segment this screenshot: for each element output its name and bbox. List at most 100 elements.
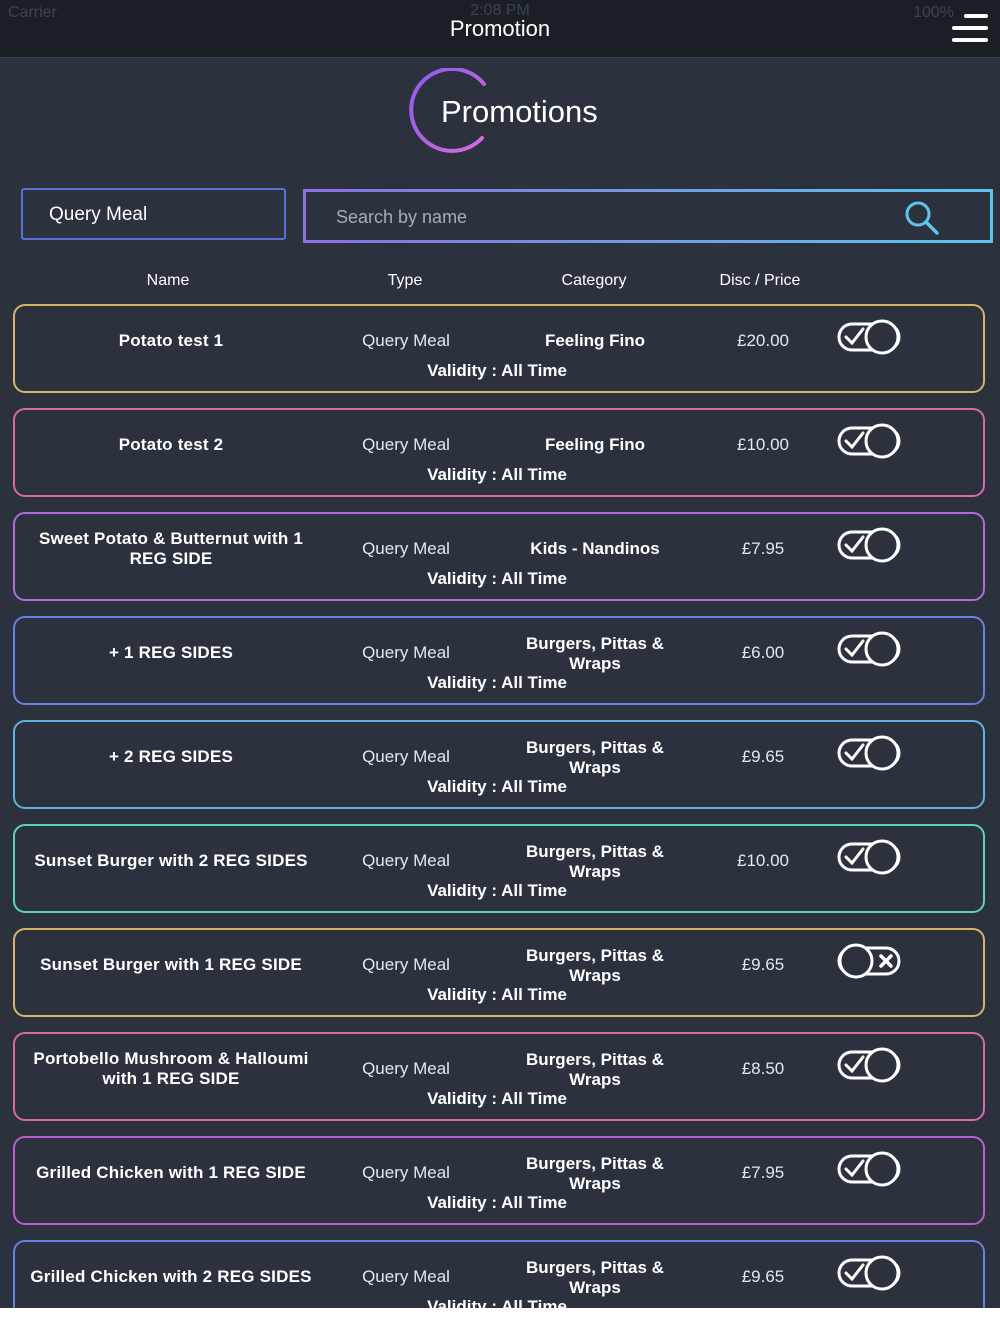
promotion-type: Query Meal (362, 435, 450, 454)
promotion-category-line: Wraps (569, 1070, 621, 1089)
nav-title: Promotion (449, 16, 551, 41)
promotion-category-line: Wraps (569, 862, 621, 881)
hamburger-menu-icon[interactable] (952, 14, 988, 44)
status-carrier: Carrier (8, 4, 57, 21)
toggle-on-icon[interactable] (837, 1151, 901, 1187)
search-icon[interactable] (904, 200, 940, 236)
promotion-name-line: + 2 REG SIDES (108, 747, 233, 766)
page-title: Promotions (441, 94, 598, 129)
promotion-name: Potato test 1 (19, 331, 323, 351)
promotion-category-line: Wraps (569, 758, 621, 777)
promotion-name-line: Grilled Chicken with 1 REG SIDE (36, 1163, 306, 1182)
promotion-category-line: Burgers, Pittas & (526, 946, 664, 965)
promotion-name: Potato test 2 (19, 435, 323, 455)
promotion-type: Query Meal (362, 1163, 450, 1182)
promotion-category: Burgers, Pittas & Wraps (495, 842, 695, 882)
promotion-row[interactable]: Grilled Chicken with 2 REG SIDES Query Me… (13, 1240, 985, 1308)
promotion-category: Kids - Nandinos (495, 539, 695, 559)
promotion-name-line: Sweet Potato & Butternut with 1 (38, 529, 304, 548)
promotion-validity: Validity : All Time (427, 1089, 567, 1108)
promotion-category: Feeling Fino (495, 435, 695, 455)
promotion-validity: Validity : All Time (427, 881, 567, 900)
promotion-category-line: Burgers, Pittas & (526, 634, 664, 653)
promotion-category-line: Burgers, Pittas & (526, 1050, 664, 1069)
toggle-on-icon[interactable] (837, 735, 901, 771)
promotion-price: £7.95 (741, 1163, 785, 1182)
type-filter-select[interactable]: Query Meal (21, 188, 286, 240)
promotion-validity: Validity : All Time (427, 361, 567, 380)
promotion-category-line: Burgers, Pittas & (526, 842, 664, 861)
promotion-validity: Validity : All Time (427, 673, 567, 692)
promotion-row[interactable]: Sunset Burger with 1 REG SIDE Query Meal B… (13, 928, 985, 1017)
promotion-type: Query Meal (362, 1267, 450, 1286)
promotion-category-line: Wraps (569, 1278, 621, 1297)
promotion-row[interactable]: Sunset Burger with 2 REG SIDES Query Meal… (13, 824, 985, 913)
promotion-row[interactable]: Sweet Potato & Butternut with 1 REG SIDE Q… (13, 512, 985, 601)
column-header-type: Type (387, 272, 423, 289)
status-battery: 100% (913, 4, 954, 21)
search-input[interactable] (334, 192, 898, 242)
promotion-category-line: Burgers, Pittas & (526, 1154, 664, 1173)
column-header-category: Category (561, 272, 627, 289)
toggle-on-icon[interactable] (837, 1047, 901, 1083)
promotion-category-line: Kids - Nandinos (530, 539, 660, 558)
bottom-strip (0, 1308, 1000, 1334)
status-time: 2:08 PM (470, 2, 530, 19)
promotion-price: £9.65 (741, 1267, 785, 1286)
promotion-name: Grilled Chicken with 1 REG SIDE (19, 1163, 323, 1183)
promotion-category-line: Feeling Fino (544, 331, 646, 350)
promotion-name-line: REG SIDE (129, 549, 213, 568)
promotion-price: £8.50 (741, 1059, 785, 1078)
promotion-category: Burgers, Pittas & Wraps (495, 1050, 695, 1090)
column-header-disc-price: Disc / Price (719, 272, 801, 289)
promotion-name-line: Sunset Burger with 2 REG SIDES (34, 851, 308, 870)
promotion-validity: Validity : All Time (427, 1297, 567, 1308)
toggle-on-icon[interactable] (837, 1255, 901, 1291)
promotion-name: Sunset Burger with 1 REG SIDE (19, 955, 323, 975)
promotion-name: Sweet Potato & Butternut with 1 REG SIDE (19, 529, 323, 569)
promotion-name-line: Potato test 1 (118, 331, 224, 350)
navbar: Carrier 2:08 PM 100% Promotion (0, 0, 1000, 58)
promotion-price: £9.65 (741, 955, 785, 974)
promotion-type: Query Meal (362, 539, 450, 558)
toggle-on-icon[interactable] (837, 319, 901, 355)
promotion-name: Sunset Burger with 2 REG SIDES (19, 851, 323, 871)
promotion-name-line: with 1 REG SIDE (102, 1069, 240, 1088)
promotions-logo-ring-icon (409, 68, 486, 153)
promotion-row[interactable]: Potato test 2 Query Meal Feeling Fino £10.0… (13, 408, 985, 497)
promotion-row[interactable]: + 2 REG SIDES Query Meal Burgers, Pittas &… (13, 720, 985, 809)
promotion-price: £10.00 (737, 851, 789, 870)
promotion-category: Burgers, Pittas & Wraps (495, 1154, 695, 1194)
promotion-price: £20.00 (737, 331, 789, 350)
promotion-type: Query Meal (362, 955, 450, 974)
promotion-type: Query Meal (362, 1059, 450, 1078)
toggle-on-icon[interactable] (837, 631, 901, 667)
promotion-name-line: + 1 REG SIDES (108, 643, 233, 662)
promotion-row[interactable]: Grilled Chicken with 1 REG SIDE Query Mea… (13, 1136, 985, 1225)
search-box (303, 189, 993, 243)
promotion-price: £9.65 (741, 747, 785, 766)
promotion-category-line: Burgers, Pittas & (526, 1258, 664, 1277)
promotion-price: £6.00 (741, 643, 785, 662)
promotion-name-line: Grilled Chicken with 2 REG SIDES (30, 1267, 312, 1286)
promotion-row[interactable]: Potato test 1 Query Meal Feeling Fino £20.0… (13, 304, 985, 393)
promotion-category: Burgers, Pittas & Wraps (495, 634, 695, 674)
promotion-row[interactable]: Portobello Mushroom & Halloumi with 1 REG… (13, 1032, 985, 1121)
promotion-category: Burgers, Pittas & Wraps (495, 738, 695, 778)
toggle-on-icon[interactable] (837, 527, 901, 563)
promotion-row[interactable]: + 1 REG SIDES Query Meal Burgers, Pittas &… (13, 616, 985, 705)
promotion-type: Query Meal (362, 747, 450, 766)
promotion-name: + 1 REG SIDES (19, 643, 323, 663)
toggle-off-icon[interactable] (837, 943, 901, 979)
toggle-on-icon[interactable] (837, 423, 901, 459)
promotion-type: Query Meal (362, 851, 450, 870)
toggle-on-icon[interactable] (837, 839, 901, 875)
promotion-category-line: Burgers, Pittas & (526, 738, 664, 757)
promotion-validity: Validity : All Time (427, 985, 567, 1004)
promotion-category-line: Wraps (569, 966, 621, 985)
promotion-price: £10.00 (737, 435, 789, 454)
promotion-validity: Validity : All Time (427, 1193, 567, 1212)
promotion-name: + 2 REG SIDES (19, 747, 323, 767)
promotion-name-line: Potato test 2 (118, 435, 224, 454)
